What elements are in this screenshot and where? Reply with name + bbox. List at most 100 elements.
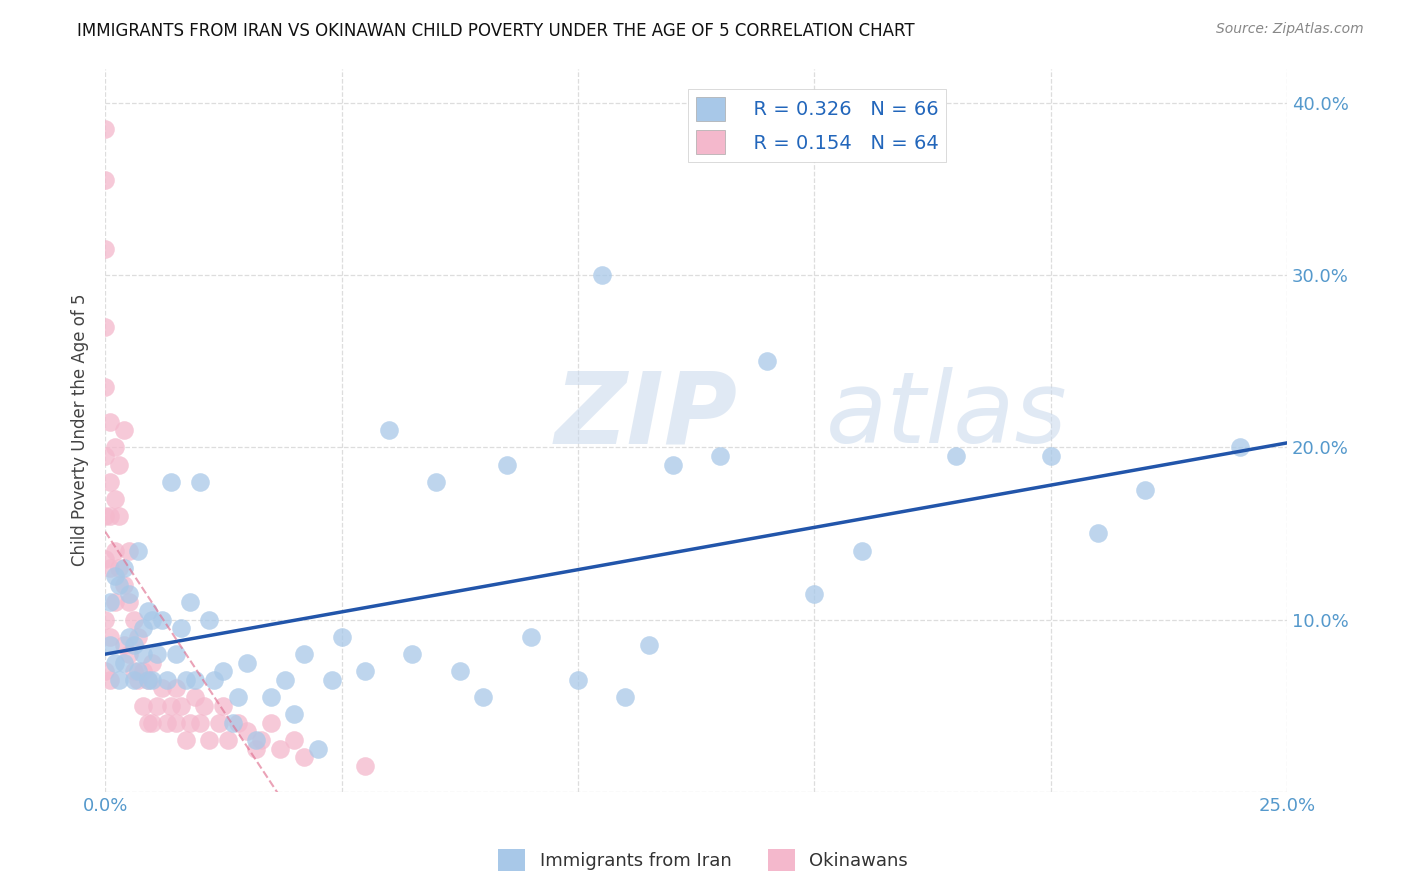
Point — [141, 613, 163, 627]
Point — [132, 621, 155, 635]
Point — [132, 664, 155, 678]
Point — [112, 423, 135, 437]
Point — [188, 715, 211, 730]
Point — [127, 543, 149, 558]
Point — [756, 354, 779, 368]
Point — [94, 552, 117, 566]
Point — [321, 673, 343, 687]
Point — [354, 759, 377, 773]
Point — [94, 121, 117, 136]
Point — [98, 595, 121, 609]
Point — [188, 475, 211, 489]
Point — [179, 595, 201, 609]
Point — [98, 561, 121, 575]
Point — [94, 613, 117, 627]
Point — [136, 673, 159, 687]
Point — [193, 698, 215, 713]
Point — [236, 724, 259, 739]
Point — [98, 638, 121, 652]
Point — [160, 475, 183, 489]
Point — [112, 578, 135, 592]
Point — [250, 733, 273, 747]
Point — [141, 656, 163, 670]
Point — [170, 621, 193, 635]
Point — [122, 664, 145, 678]
Point — [425, 475, 447, 489]
Point — [141, 673, 163, 687]
Point — [94, 319, 117, 334]
Point — [1229, 440, 1251, 454]
Point — [94, 173, 117, 187]
Point — [614, 690, 637, 704]
Point — [567, 673, 589, 687]
Y-axis label: Child Poverty Under the Age of 5: Child Poverty Under the Age of 5 — [72, 293, 89, 566]
Point — [245, 733, 267, 747]
Point — [709, 449, 731, 463]
Point — [165, 681, 187, 696]
Point — [378, 423, 401, 437]
Point — [150, 681, 173, 696]
Point — [260, 715, 283, 730]
Point — [170, 698, 193, 713]
Point — [118, 595, 141, 609]
Point — [198, 733, 221, 747]
Legend: Immigrants from Iran, Okinawans: Immigrants from Iran, Okinawans — [491, 842, 915, 879]
Point — [591, 268, 613, 282]
Point — [98, 673, 121, 687]
Text: IMMIGRANTS FROM IRAN VS OKINAWAN CHILD POVERTY UNDER THE AGE OF 5 CORRELATION CH: IMMIGRANTS FROM IRAN VS OKINAWAN CHILD P… — [77, 22, 915, 40]
Point — [226, 690, 249, 704]
Point — [945, 449, 967, 463]
Point — [104, 440, 127, 454]
Point — [104, 595, 127, 609]
Point — [94, 449, 117, 463]
Point — [472, 690, 495, 704]
Point — [98, 630, 121, 644]
Point — [132, 647, 155, 661]
Point — [1039, 449, 1062, 463]
Point — [212, 698, 235, 713]
Point — [851, 543, 873, 558]
Point — [449, 664, 471, 678]
Point — [184, 690, 207, 704]
Point — [122, 638, 145, 652]
Text: ZIP: ZIP — [554, 368, 737, 464]
Point — [118, 630, 141, 644]
Point — [108, 578, 131, 592]
Point — [354, 664, 377, 678]
Point — [184, 673, 207, 687]
Point — [118, 587, 141, 601]
Point — [174, 733, 197, 747]
Point — [269, 741, 291, 756]
Point — [307, 741, 329, 756]
Point — [638, 638, 661, 652]
Point — [104, 569, 127, 583]
Point — [108, 673, 131, 687]
Point — [108, 561, 131, 575]
Point — [150, 613, 173, 627]
Point — [112, 561, 135, 575]
Point — [118, 647, 141, 661]
Point — [136, 604, 159, 618]
Point — [661, 458, 683, 472]
Point — [156, 715, 179, 730]
Point — [127, 664, 149, 678]
Point — [198, 613, 221, 627]
Point — [122, 673, 145, 687]
Point — [132, 698, 155, 713]
Point — [112, 638, 135, 652]
Point — [222, 715, 245, 730]
Point — [174, 673, 197, 687]
Point — [165, 715, 187, 730]
Point — [245, 741, 267, 756]
Point — [118, 543, 141, 558]
Point — [283, 707, 305, 722]
Point — [141, 715, 163, 730]
Point — [212, 664, 235, 678]
Point — [104, 543, 127, 558]
Point — [146, 647, 169, 661]
Text: atlas: atlas — [827, 368, 1067, 464]
Point — [160, 698, 183, 713]
Point — [112, 656, 135, 670]
Point — [122, 613, 145, 627]
Point — [104, 656, 127, 670]
